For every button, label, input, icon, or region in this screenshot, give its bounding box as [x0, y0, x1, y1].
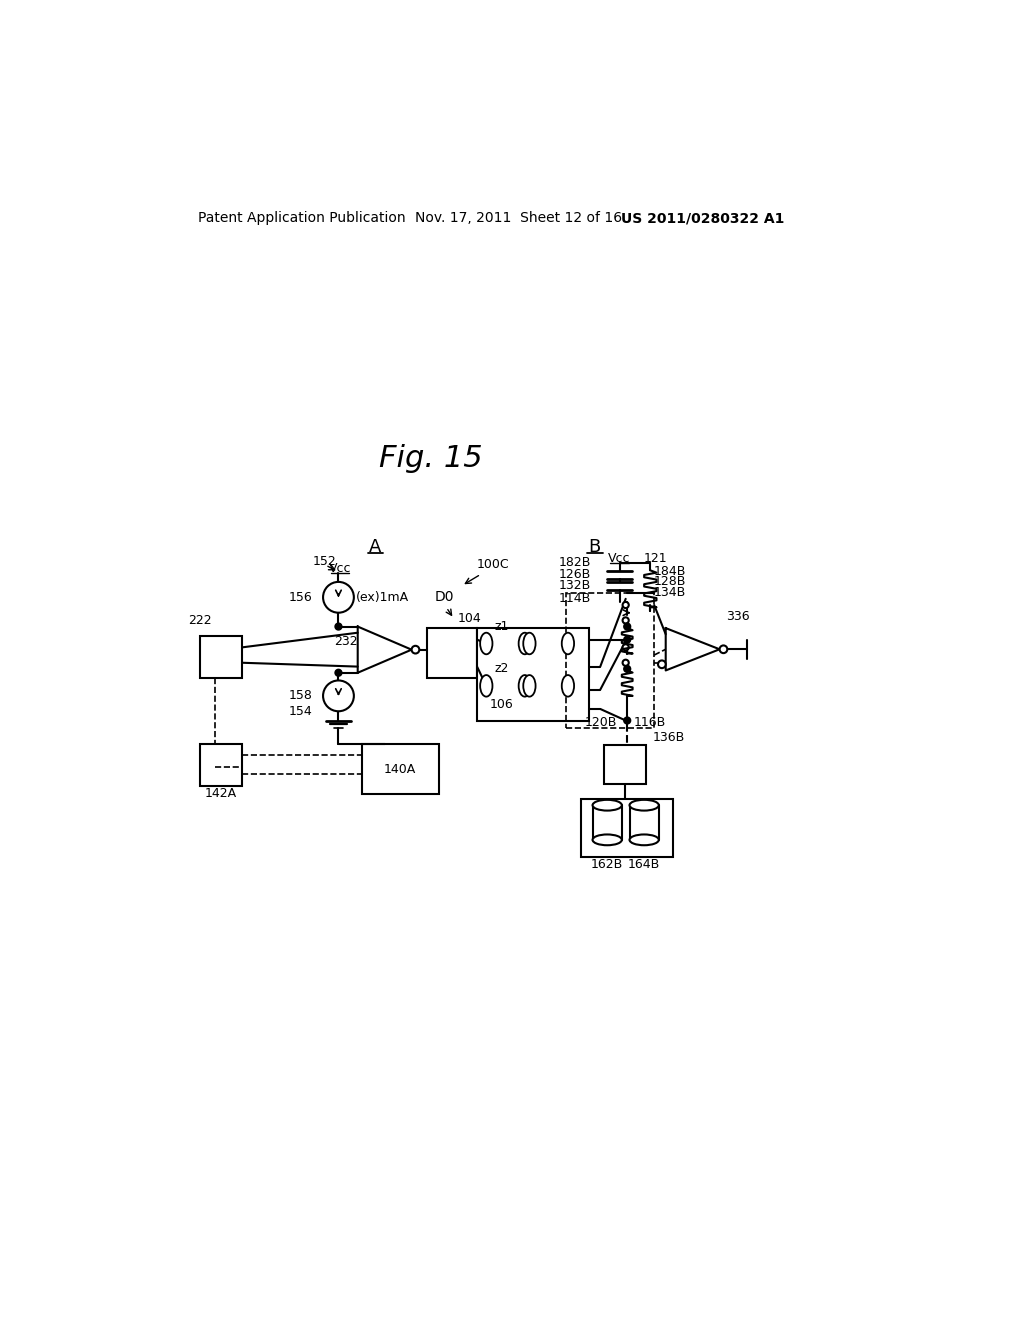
Text: Nov. 17, 2011  Sheet 12 of 16: Nov. 17, 2011 Sheet 12 of 16	[416, 211, 623, 226]
Text: 152: 152	[312, 556, 336, 569]
Text: A: A	[370, 539, 382, 556]
Text: 121: 121	[644, 552, 668, 565]
Circle shape	[623, 618, 629, 623]
Ellipse shape	[518, 675, 531, 697]
Text: 182B: 182B	[559, 556, 591, 569]
Ellipse shape	[480, 632, 493, 655]
Bar	[486, 675, 524, 697]
Circle shape	[625, 636, 631, 643]
Bar	[477, 628, 589, 721]
Bar	[486, 632, 524, 655]
Text: Vcc: Vcc	[608, 552, 631, 565]
Text: z2: z2	[495, 663, 509, 676]
Circle shape	[623, 602, 629, 609]
Text: 158: 158	[289, 689, 312, 702]
Text: 140A: 140A	[384, 763, 416, 776]
Bar	[200, 636, 243, 678]
Circle shape	[323, 582, 354, 612]
Text: 232: 232	[334, 635, 357, 648]
Text: 162B: 162B	[591, 858, 624, 871]
Ellipse shape	[562, 675, 574, 697]
Text: 132B: 132B	[559, 579, 591, 593]
Circle shape	[625, 718, 631, 723]
Text: 128B: 128B	[654, 576, 686, 589]
Text: 154: 154	[289, 705, 312, 718]
Text: 104: 104	[458, 612, 481, 626]
Text: 106: 106	[489, 698, 514, 711]
Text: Patent Application Publication: Patent Application Publication	[198, 211, 406, 226]
Text: 120B: 120B	[585, 717, 617, 730]
Ellipse shape	[630, 834, 658, 845]
Text: 156: 156	[289, 591, 312, 603]
Circle shape	[336, 623, 342, 630]
Text: 116B: 116B	[634, 717, 666, 730]
Ellipse shape	[523, 675, 536, 697]
Ellipse shape	[630, 800, 658, 810]
Text: 100C: 100C	[477, 557, 510, 570]
Text: Fig. 15: Fig. 15	[379, 445, 482, 473]
Circle shape	[623, 660, 629, 665]
Text: 142A: 142A	[205, 787, 237, 800]
Text: 336: 336	[726, 610, 750, 623]
Bar	[200, 743, 243, 785]
Circle shape	[720, 645, 727, 653]
Bar	[565, 594, 654, 729]
Bar	[529, 675, 568, 697]
Text: 222: 222	[188, 614, 212, 627]
Text: B: B	[589, 539, 601, 556]
Bar	[529, 632, 568, 655]
Text: 126B: 126B	[559, 568, 591, 581]
Text: US 2011/0280322 A1: US 2011/0280322 A1	[621, 211, 784, 226]
Polygon shape	[357, 627, 412, 673]
Text: (ex)1mA: (ex)1mA	[355, 591, 409, 603]
Ellipse shape	[593, 800, 622, 810]
Ellipse shape	[518, 632, 531, 655]
Text: Vcc: Vcc	[329, 561, 351, 574]
Ellipse shape	[480, 675, 493, 697]
Text: D0: D0	[435, 590, 455, 605]
Circle shape	[625, 623, 631, 630]
Text: 134B: 134B	[654, 586, 686, 599]
Text: 136B: 136B	[652, 731, 685, 744]
Circle shape	[336, 669, 342, 676]
Circle shape	[658, 660, 666, 668]
Circle shape	[323, 681, 354, 711]
Bar	[604, 744, 646, 784]
Text: 114B: 114B	[559, 593, 591, 606]
Text: 184B: 184B	[654, 565, 686, 578]
Circle shape	[623, 644, 629, 651]
Ellipse shape	[593, 834, 622, 845]
Bar	[427, 628, 477, 678]
Bar	[581, 799, 674, 857]
Polygon shape	[666, 628, 720, 671]
Circle shape	[412, 645, 419, 653]
Text: 164B: 164B	[628, 858, 660, 871]
Ellipse shape	[523, 632, 536, 655]
Bar	[361, 743, 438, 793]
Ellipse shape	[562, 632, 574, 655]
Text: z1: z1	[495, 620, 509, 634]
Circle shape	[625, 665, 631, 672]
